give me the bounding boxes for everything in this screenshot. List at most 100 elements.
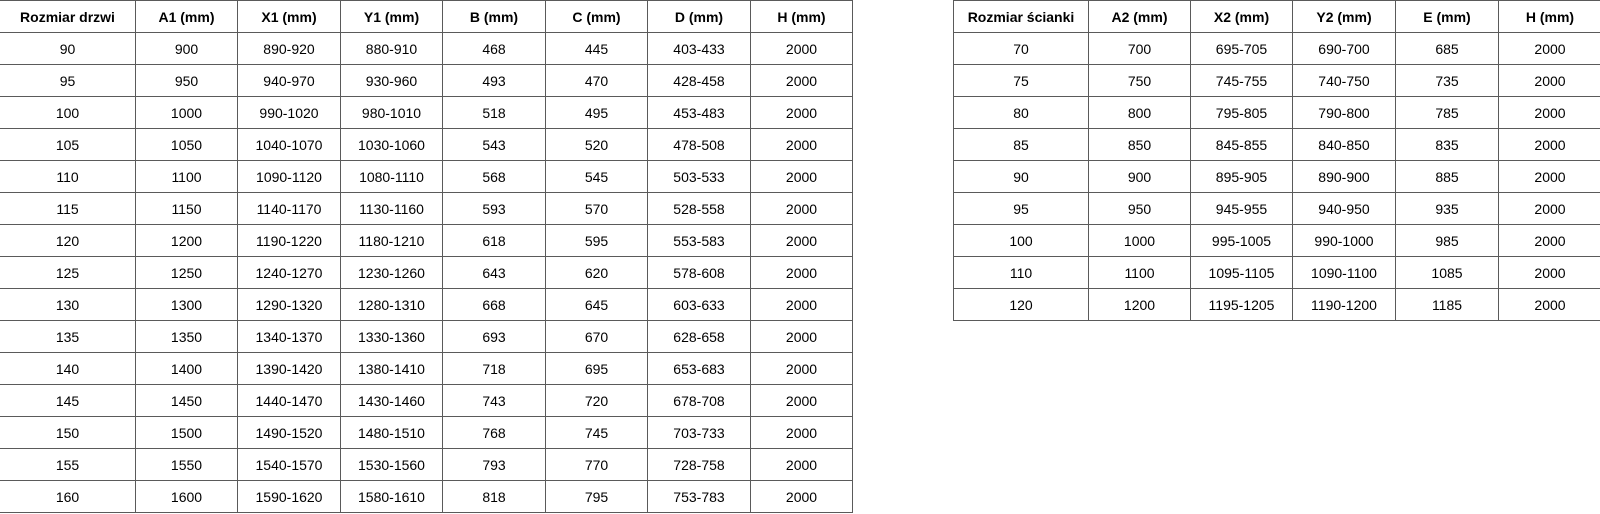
table-cell: 1185 (1395, 288, 1499, 321)
table-cell: 840-850 (1292, 128, 1396, 161)
table-row: 130 1300 1290-1320 1280-1310 668 645 603-633 20… (0, 288, 853, 321)
table-cell: 835 (1395, 128, 1499, 161)
table-cell: 900 (135, 32, 238, 65)
table-row: 90 900 890-920 880-910 468 445 403-433 2000 (0, 32, 853, 65)
table-cell: 2000 (750, 256, 853, 289)
table-cell: 115 (0, 192, 136, 225)
table-cell: 545 (545, 160, 648, 193)
table-cell: 503-533 (647, 160, 751, 193)
table-cell: 718 (442, 352, 546, 385)
table-cell: 110 (953, 256, 1089, 289)
table-cell: 2000 (1498, 128, 1600, 161)
table-cell: 668 (442, 288, 546, 321)
table-cell: 2000 (750, 128, 853, 161)
table-cell: 1350 (135, 320, 238, 353)
table-cell: 1100 (1088, 256, 1191, 289)
column-header: A1 (mm) (135, 0, 238, 33)
table-cell: 1140-1170 (237, 192, 341, 225)
table-cell: 593 (442, 192, 546, 225)
table-cell: 495 (545, 96, 648, 129)
table-cell: 940-970 (237, 64, 341, 97)
table-cell: 1480-1510 (340, 416, 443, 449)
table-cell: 518 (442, 96, 546, 129)
table-cell: 595 (545, 224, 648, 257)
table-cell: 493 (442, 64, 546, 97)
column-header: Y2 (mm) (1292, 0, 1396, 33)
table-cell: 950 (1088, 192, 1191, 225)
table-cell: 140 (0, 352, 136, 385)
table-cell: 678-708 (647, 384, 751, 417)
table-header-row: Rozmiar drzwi A1 (mm) X1 (mm) Y1 (mm) B (mm)… (0, 0, 853, 33)
table-cell: 160 (0, 480, 136, 513)
table-cell: 95 (0, 64, 136, 97)
table-cell: 1540-1570 (237, 448, 341, 481)
table-cell: 1340-1370 (237, 320, 341, 353)
table-cell: 728-758 (647, 448, 751, 481)
column-header: A2 (mm) (1088, 0, 1191, 33)
table-cell: 1530-1560 (340, 448, 443, 481)
table-cell: 620 (545, 256, 648, 289)
table-cell: 1280-1310 (340, 288, 443, 321)
table-row: 90 900 895-905 890-900 885 2000 (953, 160, 1600, 193)
table-cell: 1180-1210 (340, 224, 443, 257)
table-cell: 90 (0, 32, 136, 65)
table-cell: 790-800 (1292, 96, 1396, 129)
table-cell: 570 (545, 192, 648, 225)
table-cell: 2000 (750, 384, 853, 417)
table-cell: 735 (1395, 64, 1499, 97)
table-cell: 1040-1070 (237, 128, 341, 161)
table-cell: 105 (0, 128, 136, 161)
table-cell: 1550 (135, 448, 238, 481)
table-cell: 1290-1320 (237, 288, 341, 321)
table-cell: 950 (135, 64, 238, 97)
table-cell: 1095-1105 (1190, 256, 1293, 289)
table-cell: 2000 (750, 480, 853, 513)
table-cell: 895-905 (1190, 160, 1293, 193)
table-cell: 1050 (135, 128, 238, 161)
table-cell: 785 (1395, 96, 1499, 129)
table-cell: 403-433 (647, 32, 751, 65)
table-cell: 743 (442, 384, 546, 417)
table-cell: 1500 (135, 416, 238, 449)
table-cell: 980-1010 (340, 96, 443, 129)
table-cell: 1300 (135, 288, 238, 321)
table-cell: 1085 (1395, 256, 1499, 289)
column-header: D (mm) (647, 0, 751, 33)
table-cell: 110 (0, 160, 136, 193)
table-cell: 1580-1610 (340, 480, 443, 513)
table-cell: 750 (1088, 64, 1191, 97)
table-cell: 1080-1110 (340, 160, 443, 193)
table-cell: 720 (545, 384, 648, 417)
table-row: 135 1350 1340-1370 1330-1360 693 670 628-658 20… (0, 320, 853, 353)
table-cell: 2000 (750, 160, 853, 193)
table-cell: 985 (1395, 224, 1499, 257)
table-cell: 880-910 (340, 32, 443, 65)
table-cell: 850 (1088, 128, 1191, 161)
table-cell: 2000 (750, 96, 853, 129)
table-cell: 2000 (1498, 32, 1600, 65)
wall-size-table: Rozmiar ścianki A2 (mm) X2 (mm) Y2 (mm) E (m… (953, 0, 1600, 321)
table-cell: 700 (1088, 32, 1191, 65)
table-cell: 520 (545, 128, 648, 161)
table-cell: 603-633 (647, 288, 751, 321)
table-cell: 478-508 (647, 128, 751, 161)
table-cell: 1000 (135, 96, 238, 129)
column-header: E (mm) (1395, 0, 1499, 33)
table-cell: 1250 (135, 256, 238, 289)
table-cell: 145 (0, 384, 136, 417)
column-header: Y1 (mm) (340, 0, 443, 33)
table-cell: 770 (545, 448, 648, 481)
table-cell: 1190-1220 (237, 224, 341, 257)
table-cell: 1130-1160 (340, 192, 443, 225)
table-cell: 793 (442, 448, 546, 481)
table-cell: 2000 (750, 32, 853, 65)
table-row: 125 1250 1240-1270 1230-1260 643 620 578-608 20… (0, 256, 853, 289)
table-row: 160 1600 1590-1620 1580-1610 818 795 753-783 20… (0, 480, 853, 513)
table-cell: 643 (442, 256, 546, 289)
table-cell: 120 (953, 288, 1089, 321)
table-row: 145 1450 1440-1470 1430-1460 743 720 678-708 20… (0, 384, 853, 417)
table-row: 115 1150 1140-1170 1130-1160 593 570 528-558 20… (0, 192, 853, 225)
table-row: 95 950 940-970 930-960 493 470 428-458 2000 (0, 64, 853, 97)
table-cell: 1590-1620 (237, 480, 341, 513)
table-cell: 1330-1360 (340, 320, 443, 353)
